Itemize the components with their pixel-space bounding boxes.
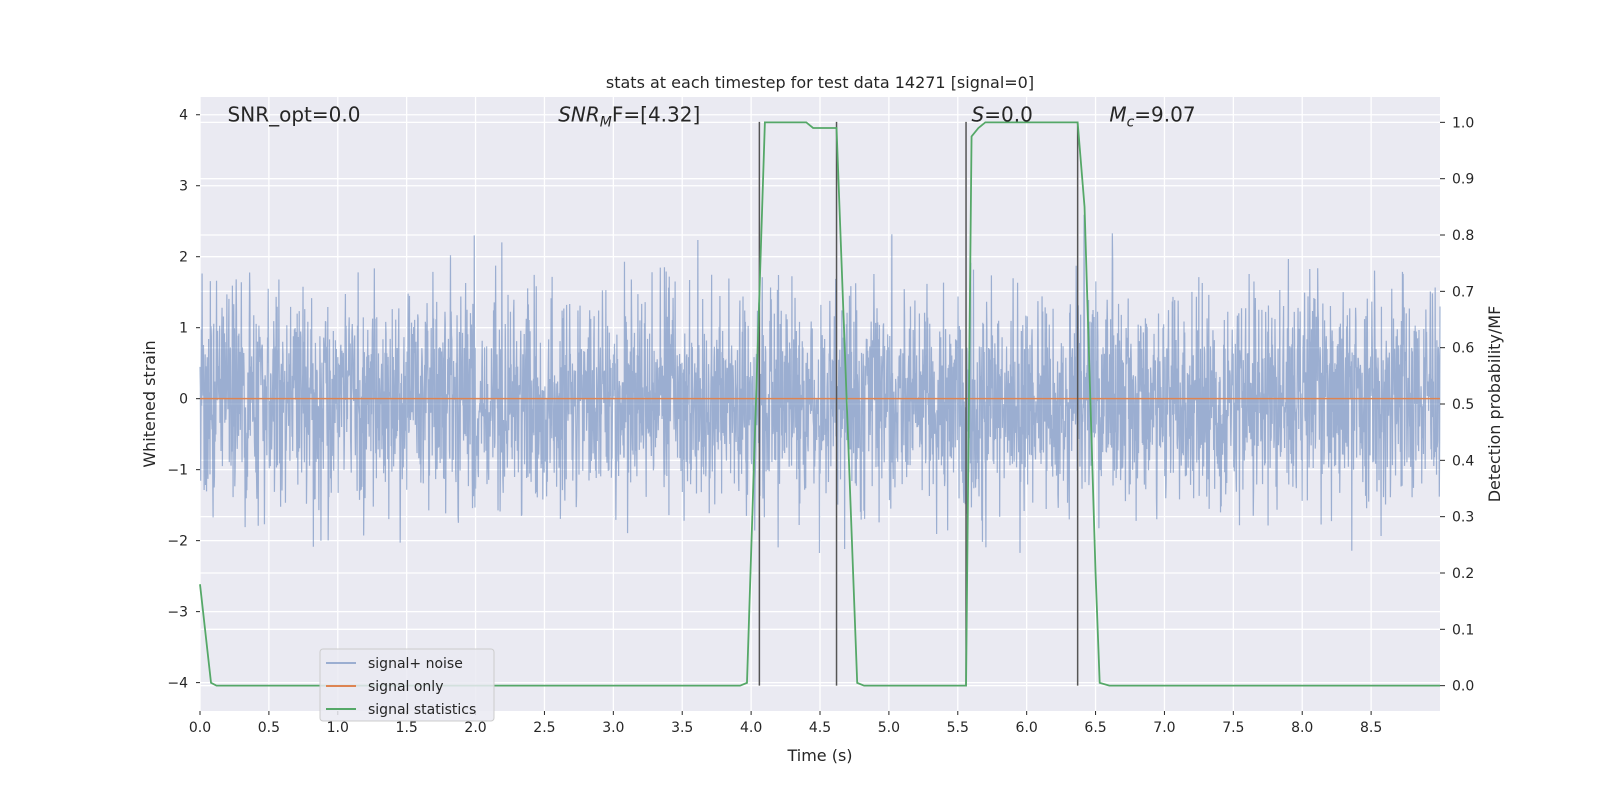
- x-tick-label: 3.5: [671, 720, 693, 736]
- y-axis-ticks: −4 −3 −2 −1 0 1 2 3 4: [167, 108, 200, 692]
- x-tick-label: 4.0: [740, 720, 762, 736]
- y-tick-label: 1: [179, 321, 188, 337]
- y-tick-label: 3: [179, 179, 188, 195]
- y-right-tick-label: 0.7: [1452, 284, 1474, 300]
- y-right-tick-label: 0.4: [1452, 453, 1474, 469]
- annotation: S=0.0: [972, 103, 1033, 127]
- y-right-tick-label: 0.9: [1452, 172, 1474, 188]
- y-axis-label: Whitened strain: [140, 340, 159, 467]
- x-axis-ticks: 0.0 0.5 1.0 1.5 2.0 2.5 3.0 3.5 4.0 4.5 5.0 5.5 6.0 6…: [189, 711, 1382, 736]
- noise-line: [199, 214, 1441, 553]
- x-tick-label: 8.0: [1291, 720, 1313, 736]
- y-tick-label: 0: [179, 392, 188, 408]
- x-tick-label: 2.5: [533, 720, 555, 736]
- y-right-tick-label: 0.6: [1452, 341, 1474, 357]
- x-tick-label: 4.5: [809, 720, 831, 736]
- y-right-tick-label: 0.8: [1452, 228, 1474, 244]
- x-tick-label: 3.0: [602, 720, 624, 736]
- legend-entry: signal statistics: [368, 702, 476, 718]
- annotation: SNR_opt=0.0: [228, 103, 361, 127]
- y-tick-label: −2: [167, 534, 188, 550]
- x-tick-label: 1.0: [327, 720, 349, 736]
- annotations: SNR_opt=0.0 SNRMF=[4.32] S=0.0 Mc=9.07: [228, 103, 1196, 131]
- y-tick-label: 2: [179, 250, 188, 266]
- y-tick-label: −4: [167, 676, 188, 692]
- x-tick-label: 5.5: [947, 720, 969, 736]
- x-tick-label: 7.0: [1153, 720, 1175, 736]
- y-axis-right-label: Detection probability/MF: [1485, 306, 1504, 503]
- y-right-tick-label: 0.5: [1452, 397, 1474, 413]
- y-tick-label: 4: [179, 108, 188, 124]
- y-right-tick-label: 0.1: [1452, 622, 1474, 638]
- series-signal-plus-noise: [199, 214, 1441, 553]
- x-tick-label: 8.5: [1360, 720, 1382, 736]
- x-tick-label: 6.5: [1084, 720, 1106, 736]
- annotation: SNRMF=[4.32]: [558, 103, 700, 131]
- x-tick-label: 7.5: [1222, 720, 1244, 736]
- y-right-tick-label: 1.0: [1452, 115, 1474, 131]
- y-axis-right-ticks: 0.0 0.1 0.2 0.3 0.4 0.5 0.6 0.7 0.8 0.9 1.0: [1440, 115, 1474, 695]
- y-right-tick-label: 0.3: [1452, 510, 1474, 526]
- y-tick-label: −3: [167, 605, 188, 621]
- x-axis-label: Time (s): [786, 746, 852, 765]
- legend-box: [319, 648, 495, 722]
- x-tick-label: 2.0: [464, 720, 486, 736]
- x-tick-label: 0.5: [258, 720, 280, 736]
- y-right-tick-label: 0.0: [1452, 679, 1474, 695]
- signal-statistics-line: [199, 121, 1440, 687]
- x-tick-label: 1.5: [396, 720, 418, 736]
- series-signal-statistics: [199, 121, 1440, 687]
- legend-entry: signal only: [368, 679, 443, 695]
- x-tick-label: 0.0: [189, 720, 211, 736]
- x-tick-label: 6.0: [1016, 720, 1038, 736]
- vertical-markers: [758, 121, 1079, 686]
- annotation: Mc=9.07: [1109, 103, 1195, 131]
- y-tick-label: −1: [167, 463, 188, 479]
- chart-title: stats at each timestep for test data 142…: [606, 73, 1034, 92]
- y-right-tick-label: 0.2: [1452, 566, 1474, 582]
- legend: signal+ noise signal only signal statistic…: [319, 648, 495, 722]
- legend-entry: signal+ noise: [368, 656, 463, 672]
- x-tick-label: 5.0: [878, 720, 900, 736]
